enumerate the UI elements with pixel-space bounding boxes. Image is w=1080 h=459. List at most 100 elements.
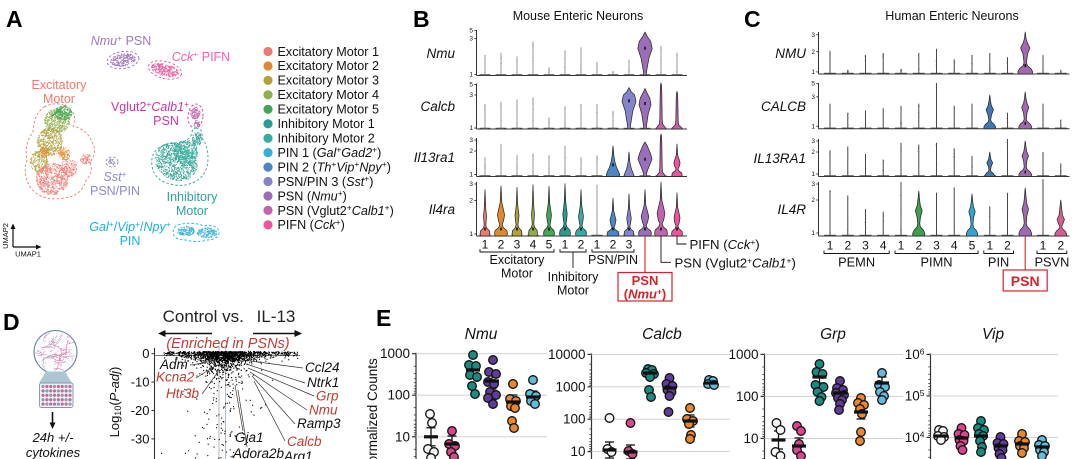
svg-text:5: 5 (811, 81, 815, 88)
svg-text:PSN: PSN (632, 273, 659, 288)
svg-text:PEMN: PEMN (838, 255, 875, 270)
svg-text:3: 3 (811, 181, 815, 188)
svg-text:1000: 1000 (728, 347, 758, 362)
svg-text:2: 2 (469, 198, 473, 205)
svg-text:5: 5 (546, 238, 553, 252)
svg-text:Vip: Vip (982, 326, 1005, 343)
svg-text:1000: 1000 (380, 346, 410, 361)
svg-text:Mouse Enteric Neurons: Mouse Enteric Neurons (513, 9, 644, 23)
svg-text:Cck+​ PIFN: Cck+​ PIFN (172, 49, 230, 64)
svg-text:0: 0 (142, 346, 149, 361)
svg-text:105​: 105​ (905, 388, 925, 403)
svg-text:Excitatory Motor 3: Excitatory Motor 3 (278, 74, 379, 88)
svg-text:10: 10 (743, 431, 758, 446)
svg-text:PSN: PSN (1011, 273, 1040, 289)
svg-text:PSN/PIN: PSN/PIN (90, 184, 140, 198)
svg-text:100: 100 (736, 389, 759, 404)
svg-text:Nmu: Nmu (426, 46, 455, 61)
svg-text:cytokines: cytokines (26, 445, 81, 459)
svg-text:Control: Control (163, 307, 218, 326)
svg-text:1: 1 (469, 231, 473, 238)
svg-text:PIMN: PIMN (921, 255, 953, 270)
svg-text:Nmu+​ PSN: Nmu+​ PSN (91, 33, 152, 48)
svg-text:PSN (Nmu+​): PSN (Nmu+​) (278, 188, 347, 203)
svg-text:2: 2 (915, 239, 922, 253)
svg-text:UMAP1: UMAP1 (15, 250, 41, 259)
svg-text:5: 5 (469, 82, 473, 89)
svg-text:1000: 1000 (555, 379, 585, 394)
svg-text:3: 3 (514, 238, 521, 252)
svg-text:1: 1 (469, 172, 473, 179)
svg-text:NMU: NMU (775, 46, 806, 61)
svg-text:10: 10 (570, 444, 585, 459)
svg-text:1: 1 (811, 69, 815, 76)
svg-text:1: 1 (469, 72, 473, 79)
svg-text:PIN 1 (Gal+​Gad2+​): PIN 1 (Gal+​Gad2+​) (278, 145, 382, 160)
svg-text:A: A (6, 6, 23, 32)
svg-text:Ntrk1: Ntrk1 (307, 375, 339, 390)
svg-text:2: 2 (578, 238, 585, 252)
svg-text:PIN 2 (Th+​Vip+​Npy+​): PIN 2 (Th+​Vip+​Npy+​) (278, 159, 391, 174)
svg-text:Grp: Grp (316, 389, 339, 404)
svg-text:Inhibitory: Inhibitory (167, 190, 218, 204)
svg-text:Excitatory: Excitatory (490, 253, 546, 267)
svg-text:PIN: PIN (120, 234, 141, 248)
svg-text:1: 1 (811, 124, 815, 131)
svg-text:CALCB: CALCB (761, 99, 806, 114)
svg-text:IL13RA1: IL13RA1 (753, 151, 806, 166)
svg-text:-20: -20 (131, 403, 150, 418)
svg-text:PIFN (Cck+​): PIFN (Cck+​) (278, 217, 345, 232)
svg-text:PSN: PSN (153, 114, 179, 128)
svg-text:2: 2 (610, 238, 617, 252)
svg-text:1: 1 (811, 171, 815, 178)
svg-text:B: B (413, 6, 430, 32)
svg-text:PSN (Vglut2+​Calb1+​): PSN (Vglut2+​Calb1+​) (675, 255, 796, 270)
svg-text:Vglut2+​Calb1+​: Vglut2+​Calb1+​ (111, 99, 189, 114)
svg-text:Log10(P-adj): Log10(P-adj) (107, 367, 123, 438)
svg-text:C: C (744, 6, 761, 32)
svg-text:D: D (3, 309, 20, 335)
svg-text:Calcb: Calcb (642, 326, 682, 343)
svg-text:Motor: Motor (176, 204, 208, 218)
svg-text:3: 3 (469, 181, 473, 188)
svg-text:10: 10 (395, 429, 410, 444)
svg-text:Normalized Counts: Normalized Counts (365, 358, 380, 459)
svg-text:2: 2 (811, 49, 815, 56)
svg-text:PIFN (Cck+​): PIFN (Cck+​) (690, 237, 760, 252)
svg-text:Il4ra: Il4ra (429, 202, 456, 217)
svg-text:1: 1 (594, 238, 601, 252)
svg-text:(Enriched in PSNs): (Enriched in PSNs) (166, 336, 289, 352)
svg-text:4: 4 (951, 239, 958, 253)
svg-text:1: 1 (898, 239, 905, 253)
svg-text:Htr3b: Htr3b (166, 386, 200, 401)
svg-text:106​: 106​ (905, 347, 925, 362)
svg-text:E: E (376, 305, 391, 331)
svg-text:2: 2 (811, 197, 815, 204)
svg-text:Excitatory Motor 4: Excitatory Motor 4 (278, 88, 379, 102)
svg-text:Motor: Motor (501, 267, 533, 281)
svg-text:1: 1 (811, 230, 815, 237)
svg-text:PSN/PIN 3 (Sst+​): PSN/PIN 3 (Sst+​) (278, 174, 374, 189)
svg-text:Adm: Adm (159, 357, 188, 372)
svg-text:Inhibitory: Inhibitory (548, 270, 599, 284)
svg-text:1: 1 (562, 238, 569, 252)
svg-text:PSN/PIN: PSN/PIN (588, 253, 638, 267)
svg-text:-10: -10 (131, 375, 150, 390)
svg-text:-30: -30 (131, 431, 150, 446)
svg-text:2: 2 (811, 149, 815, 156)
svg-text:Motor: Motor (557, 284, 589, 298)
svg-text:Grp: Grp (820, 326, 846, 343)
svg-text:1: 1 (827, 239, 834, 253)
svg-text:100: 100 (563, 412, 586, 427)
svg-text:3: 3 (469, 92, 473, 99)
svg-text:Inhibitory Motor 2: Inhibitory Motor 2 (278, 132, 375, 146)
svg-text:1: 1 (1040, 239, 1047, 253)
svg-text:(Nmu+​): (Nmu+​) (624, 286, 667, 301)
svg-text:3: 3 (811, 138, 815, 145)
svg-text:Nmu: Nmu (309, 403, 338, 418)
svg-text:Calcb: Calcb (287, 434, 322, 449)
svg-text:Gja1: Gja1 (235, 430, 264, 445)
svg-text:IL4R: IL4R (777, 202, 806, 217)
svg-text:2: 2 (1004, 239, 1011, 253)
svg-text:Inhibitory Motor 1: Inhibitory Motor 1 (278, 117, 375, 131)
